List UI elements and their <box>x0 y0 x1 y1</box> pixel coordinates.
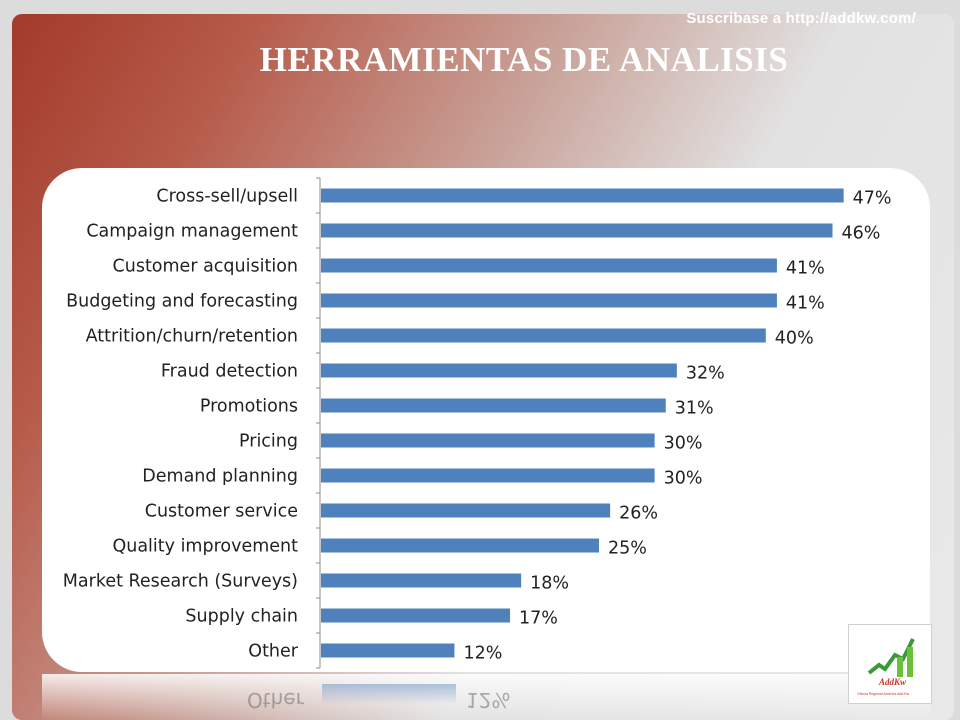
bar <box>321 538 599 553</box>
bar <box>321 503 611 518</box>
bar <box>321 608 511 623</box>
category-label: Customer acquisition <box>113 257 298 277</box>
subscribe-url-text[interactable]: Suscribase a http://addkw.com/ <box>686 10 916 27</box>
value-label: 47% <box>853 189 892 209</box>
bar <box>321 643 455 658</box>
value-label: 12% <box>463 644 502 664</box>
value-label: 40% <box>775 329 814 349</box>
addkw-logo: AddKw Oficina Regional América Add Kw <box>848 624 932 704</box>
value-label: 30% <box>664 434 703 454</box>
category-label: Other <box>248 642 298 662</box>
value-label: 41% <box>786 259 825 279</box>
bar <box>321 468 655 483</box>
category-label: Demand planning <box>142 467 298 487</box>
reflection-value-label: 12% <box>466 688 511 712</box>
category-label: Customer service <box>145 502 298 522</box>
bar <box>321 223 833 238</box>
bar <box>321 398 666 413</box>
reflection-bar <box>322 684 456 704</box>
value-label: 17% <box>519 609 558 629</box>
reflection-category-label: Other <box>247 688 304 712</box>
value-label: 18% <box>530 574 569 594</box>
category-label: Market Research (Surveys) <box>63 572 298 592</box>
value-label: 41% <box>786 294 825 314</box>
bar <box>321 188 844 203</box>
chart-reflection: Other 12% <box>42 674 930 720</box>
logo-graphic: AddKw Oficina Regional América Add Kw <box>857 638 915 696</box>
category-label: Attrition/churn/retention <box>86 327 298 347</box>
logo-text: AddKw <box>878 677 907 687</box>
category-label: Supply chain <box>185 607 298 627</box>
category-label: Cross-sell/upsell <box>156 187 298 207</box>
value-label: 31% <box>675 399 714 419</box>
logo-caption: Oficina Regional América Add Kw <box>857 692 910 696</box>
slide-title: HERRAMIENTAS DE ANALISIS <box>259 40 789 79</box>
value-label: 30% <box>664 469 703 489</box>
category-label: Pricing <box>239 432 298 452</box>
category-label: Promotions <box>200 397 298 417</box>
bar <box>321 573 522 588</box>
bar-chart: Cross-sell/upsell 47% Campaign management 4… <box>63 177 892 669</box>
category-label: Fraud detection <box>161 362 298 382</box>
category-label: Quality improvement <box>112 537 298 557</box>
bar <box>321 258 777 273</box>
value-label: 32% <box>686 364 725 384</box>
bar <box>321 433 655 448</box>
bar <box>321 363 677 378</box>
bar <box>321 328 766 343</box>
category-label: Budgeting and forecasting <box>66 292 298 312</box>
bar <box>321 293 777 308</box>
chart-panel: Cross-sell/upsell 47% Campaign management 4… <box>42 168 930 672</box>
value-label: 26% <box>619 504 658 524</box>
value-label: 25% <box>608 539 647 559</box>
value-label: 46% <box>842 224 881 244</box>
category-label: Campaign management <box>86 222 298 242</box>
